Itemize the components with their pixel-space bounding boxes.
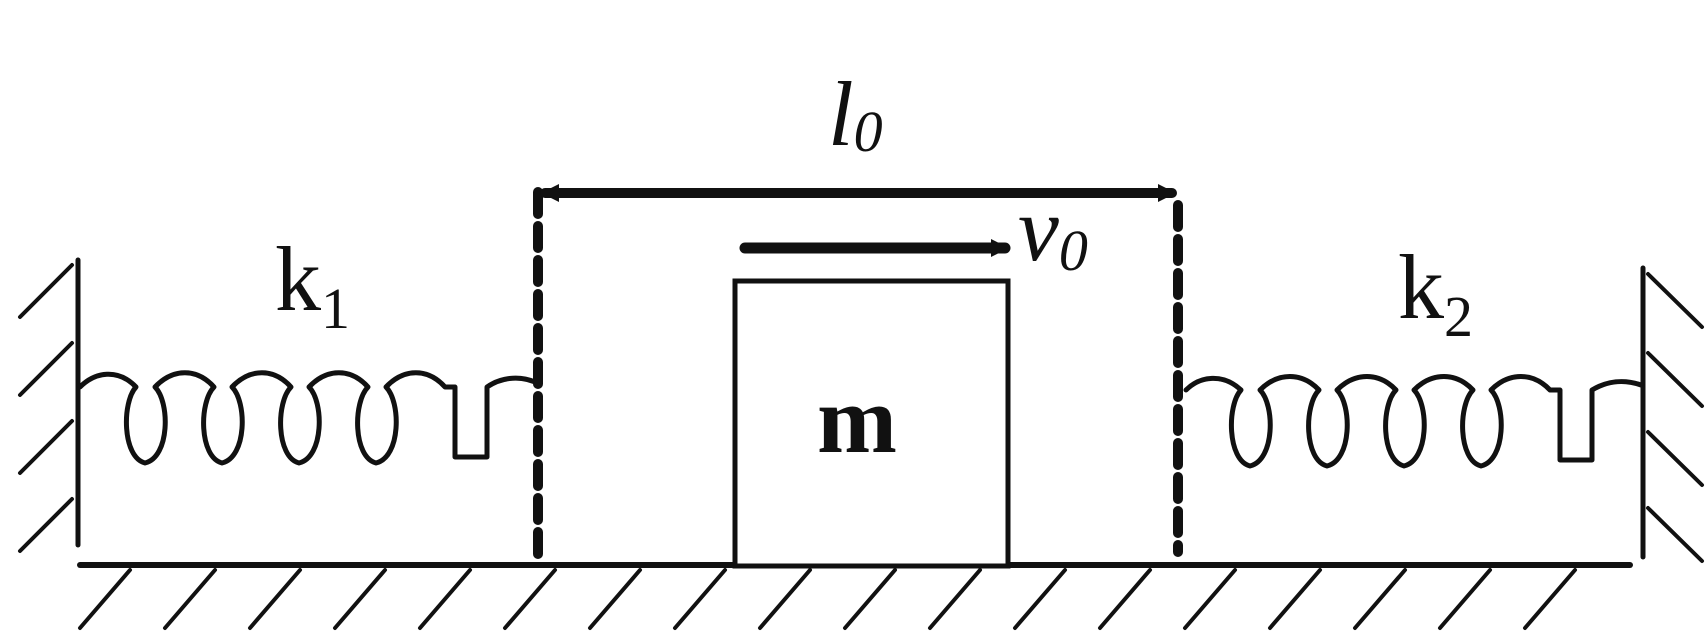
right-wall <box>1640 265 1704 563</box>
right-spring-label: k2 <box>1398 236 1473 349</box>
ground <box>77 562 1633 630</box>
mass-label: m <box>817 366 897 473</box>
velocity-label: v0 <box>1018 178 1088 283</box>
left-spring-label: k1 <box>275 228 350 341</box>
length-label: l0 <box>828 63 883 165</box>
mass-block <box>732 278 1011 569</box>
right-wall-hatching <box>1646 272 1704 563</box>
left-spring <box>77 370 538 466</box>
ground-hatching <box>78 568 1577 630</box>
left-wall-hatching <box>18 263 74 553</box>
left-wall <box>18 257 81 553</box>
right-spring <box>1183 374 1644 469</box>
